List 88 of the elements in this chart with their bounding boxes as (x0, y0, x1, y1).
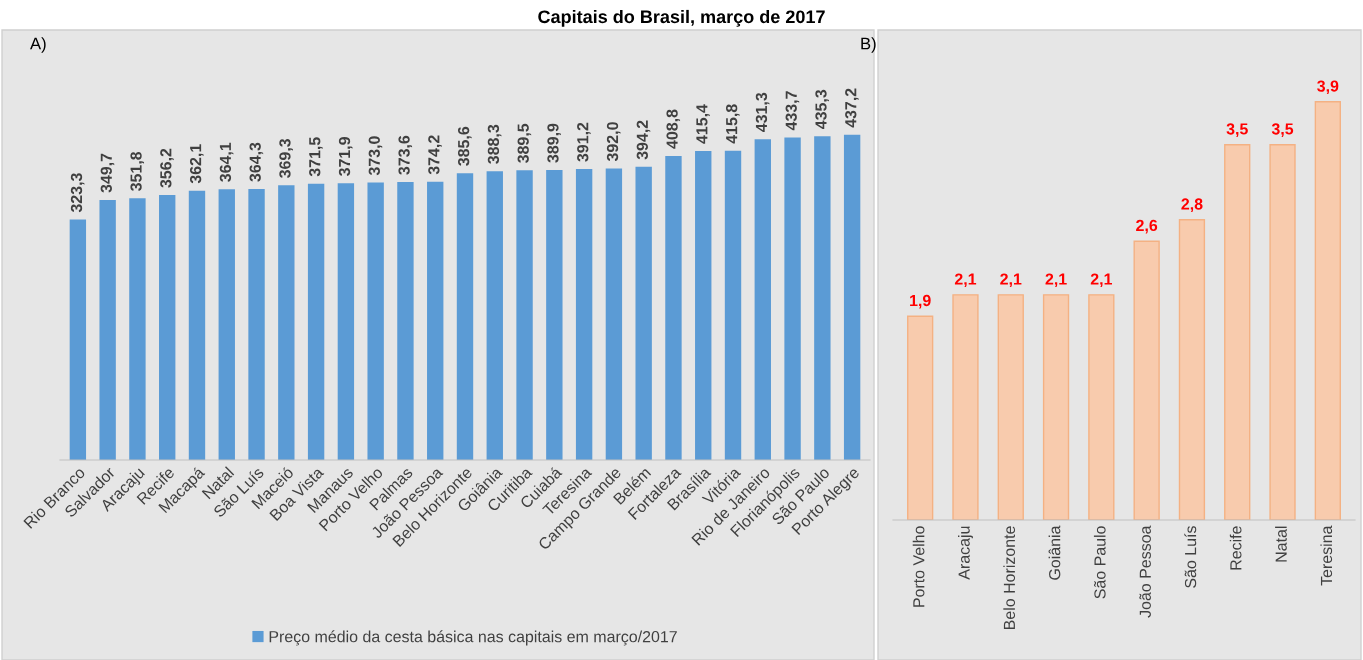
data-label: 415,4 (696, 104, 710, 144)
data-label: 385,6 (457, 126, 472, 166)
data-label: 1,9 (910, 294, 931, 309)
bar (188, 190, 206, 460)
text: B) (861, 37, 876, 53)
bar (1042, 294, 1070, 520)
data-label: 2,1 (1000, 273, 1022, 288)
bar (69, 219, 87, 460)
bar (1133, 240, 1160, 520)
bar (367, 182, 384, 460)
data-label: 415,8 (725, 104, 740, 144)
bar (784, 137, 801, 460)
x-tick-label: Natal (1275, 526, 1287, 562)
data-label: 392,0 (606, 122, 621, 162)
bar (1088, 294, 1115, 520)
data-label: 431,3 (755, 92, 770, 132)
bar (397, 182, 414, 460)
bar (159, 195, 176, 460)
bar (337, 183, 355, 460)
text: A) (30, 37, 46, 53)
data-label: 389,9 (547, 123, 561, 163)
bar (952, 294, 979, 520)
x-tick-label: Aracaju (958, 526, 973, 580)
data-label: 371,9 (338, 137, 353, 177)
bar (516, 170, 533, 460)
x-tick-label: João Pessoa (1139, 525, 1151, 618)
x-tick-label: São Paulo (1093, 526, 1106, 599)
bar (907, 315, 934, 520)
x-tick-label: Porto Velho (912, 526, 925, 607)
bar (546, 169, 563, 460)
bar (307, 183, 325, 460)
data-label: 362,1 (189, 144, 204, 184)
bar (1178, 219, 1206, 520)
data-label: 394,2 (636, 120, 651, 160)
bar (754, 139, 771, 460)
data-label: 371,5 (309, 137, 323, 177)
data-label: 323,3 (70, 173, 85, 213)
data-label: 388,3 (487, 124, 502, 164)
chart-title: Capitais do Brasil, março de 2017 (538, 9, 825, 27)
bar (486, 171, 503, 460)
bar (575, 169, 593, 460)
bar (456, 173, 474, 460)
bar (1269, 144, 1296, 520)
data-label: 3,5 (1271, 123, 1294, 137)
data-label: 364,1 (219, 142, 234, 182)
bar (665, 155, 682, 460)
data-label: 356,2 (160, 148, 174, 188)
data-label: 391,2 (577, 122, 591, 162)
data-label: 433,7 (785, 91, 800, 131)
x-tick-label: Recife (1229, 526, 1242, 570)
bar (695, 151, 712, 460)
data-label: 389,5 (517, 123, 532, 163)
data-label: 2,1 (954, 273, 977, 288)
bar (605, 168, 623, 460)
x-tick-label: Teresina (1320, 525, 1333, 586)
data-label: 2,1 (1090, 273, 1113, 288)
bar (427, 181, 444, 460)
data-label: 2,8 (1181, 198, 1203, 212)
data-label: 2,6 (1136, 219, 1158, 234)
data-label: 364,3 (249, 142, 264, 182)
legend-label: Preço médio da cesta básica nas capitais em março/2017 (269, 630, 677, 646)
bar (1314, 101, 1341, 520)
data-label: 3,5 (1226, 123, 1248, 137)
data-label: 369,3 (279, 138, 293, 178)
data-label: 351,8 (130, 151, 145, 192)
bar (218, 189, 235, 460)
bar (1224, 144, 1251, 520)
bar (997, 294, 1024, 520)
bar (814, 136, 831, 460)
data-label: 3,9 (1317, 80, 1339, 95)
data-label: 435,3 (815, 89, 829, 130)
x-tick-label: Belo Horizonte (1003, 526, 1016, 629)
data-label: 373,0 (368, 136, 383, 176)
bar (843, 134, 861, 460)
bar (635, 166, 652, 460)
data-label: 373,6 (398, 135, 413, 175)
data-label: 408,8 (666, 109, 681, 149)
bar (724, 150, 742, 460)
bar (129, 198, 146, 460)
x-tick-label: São Luís (1184, 526, 1197, 588)
bar (278, 185, 295, 460)
data-label: 2,1 (1045, 273, 1067, 288)
bar (248, 189, 265, 460)
bar (99, 199, 116, 460)
x-tick-label: Goiânia (1048, 525, 1061, 580)
data-label: 349,7 (100, 153, 115, 193)
data-label: 374,2 (428, 135, 442, 175)
data-label: 437,2 (845, 88, 859, 128)
